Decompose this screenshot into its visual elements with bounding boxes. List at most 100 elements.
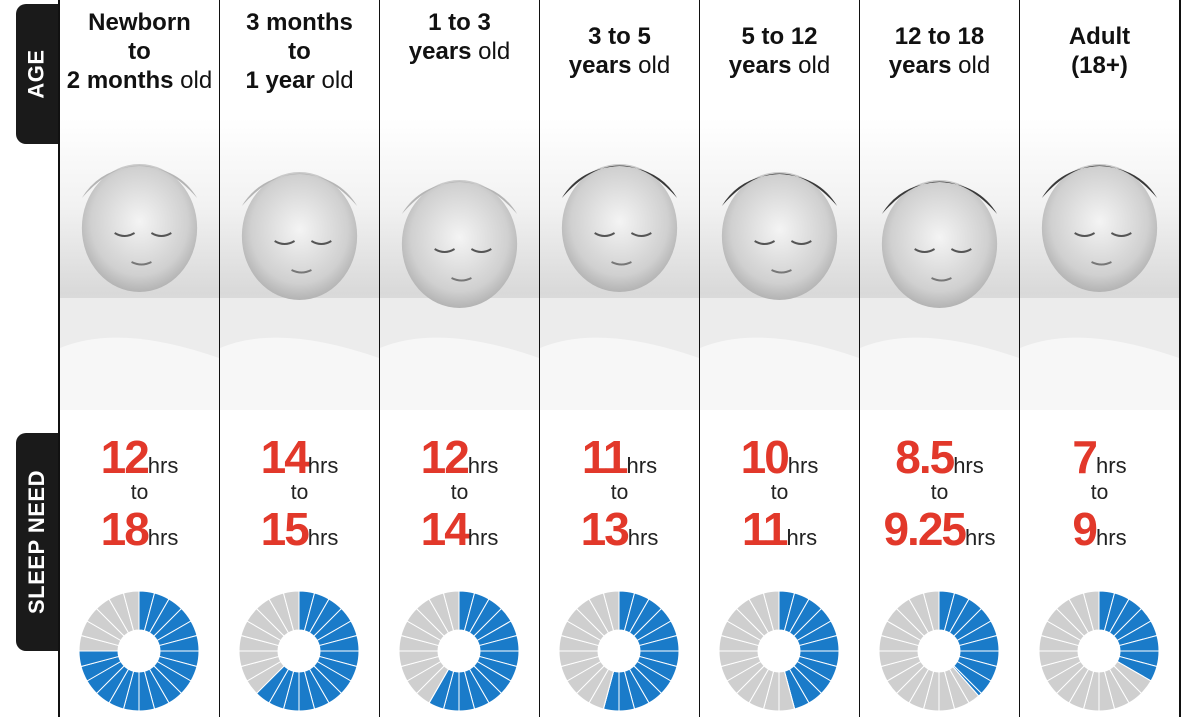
age-label-bold: years [728,52,792,79]
sleep-min-hours: 8.5 [895,431,955,483]
hours-unit: hrs [787,453,819,478]
sleep-need-tab: SLEEP NEED [16,433,58,651]
age-column: Newborn to 2 months old 12hrs to 18hrs [60,0,221,717]
range-to-label: to [770,481,789,504]
age-label-bold: years [408,38,472,65]
sleep-fraction-donut [1038,590,1160,712]
sleep-fraction-donut [398,590,520,712]
donut-segment-awake [282,590,300,632]
age-label-bold: 2 months [66,67,174,94]
sleep-min-hours: 14 [260,431,310,483]
age-label: Newborn to 2 months old [60,8,219,95]
age-label-bold: 3 months [246,9,353,36]
hours-unit: hrs [467,453,499,478]
sleep-min-hours: 10 [740,431,790,483]
sleeping-person-photo [380,118,539,410]
age-label-light: old [951,52,991,79]
age-tab: AGE [16,4,58,144]
donut-segment-awake [602,590,620,632]
sleep-max-hours: 15 [260,503,310,555]
sleeping-person-photo [1020,118,1179,410]
sleep-need-value: 10hrs to 11hrs [700,432,859,554]
age-label-light: old [173,67,213,94]
donut-segment-awake [442,590,460,632]
sleep-need-value: 7hrs to 9hrs [1020,432,1179,554]
sleep-fraction-donut [718,590,840,712]
sleeping-person-photo [540,118,699,410]
donut-segment-awake [1082,590,1100,632]
range-to-label: to [610,481,629,504]
hours-unit: hrs [786,525,818,550]
sleeping-person-photo [60,118,219,410]
range-to-label: to [1090,481,1109,504]
sleep-min-hours: 7 [1072,431,1098,483]
age-column: Adult (18+) 7hrs to 9hrs [1020,0,1181,717]
range-to-label: to [130,481,149,504]
range-to-label: to [930,481,949,504]
sleep-min-hours: 12 [100,431,150,483]
age-label-bold: Newborn [88,9,191,36]
age-label: 1 to 3 years old [380,8,539,66]
age-label: 12 to 18 years old [860,22,1019,80]
range-to-label: to [450,481,469,504]
sleep-max-hours: 13 [580,503,630,555]
sleep-need-tab-label: SLEEP NEED [24,470,50,614]
age-label-bold: 3 to 5 [588,23,651,50]
age-label-bold: Adult [1068,23,1131,50]
age-label-bold: to [128,38,151,65]
sleep-max-hours: 9.25 [883,503,967,555]
hours-unit: hrs [1096,453,1127,478]
age-label-light: old [631,52,671,79]
sleep-max-hours: 9 [1072,503,1098,555]
age-columns: Newborn to 2 months old 12hrs to 18hrs 3 month… [58,0,1200,717]
hours-unit: hrs [1096,525,1127,550]
donut-segment-awake [922,590,940,632]
sleep-max-hours: 14 [420,503,470,555]
age-column: 3 months to 1 year old 14hrs to 15hrs [220,0,381,717]
range-to-label: to [290,481,309,504]
age-label: 3 months to 1 year old [220,8,379,95]
age-label-bold: 12 to 18 [894,23,985,50]
sleep-need-value: 12hrs to 18hrs [60,432,219,554]
hours-unit: hrs [307,525,339,550]
age-label-light: old [791,52,831,79]
age-label-light: old [314,67,354,94]
sleep-fraction-donut [238,590,360,712]
hours-unit: hrs [467,525,499,550]
hours-unit: hrs [964,525,996,550]
sleep-min-hours: 12 [420,431,470,483]
age-column: 1 to 3 years old 12hrs to 14hrs [380,0,541,717]
sleep-max-hours: 11 [741,503,789,555]
age-label-light: old [471,38,511,65]
donut-segment-awake [762,590,780,632]
sleep-min-hours: 11 [581,431,629,483]
donut-segment-awake [122,590,140,632]
age-column: 12 to 18 years old 8.5hrs to 9.25hrs [860,0,1021,717]
age-label-bold: 1 to 3 [428,9,491,36]
sleep-fraction-donut [878,590,1000,712]
hours-unit: hrs [626,453,658,478]
age-column: 3 to 5 years old 11hrs to 13hrs [540,0,701,717]
age-label-bold: (18+) [1071,52,1128,79]
age-tab-label: AGE [24,49,49,99]
hours-unit: hrs [953,453,984,478]
sleep-fraction-donut [558,590,680,712]
hours-unit: hrs [147,453,179,478]
sleep-max-hours: 18 [100,503,150,555]
age-label: 5 to 12 years old [700,22,859,80]
sleeping-person-photo [700,118,859,410]
age-label-bold: 5 to 12 [741,23,818,50]
hours-unit: hrs [307,453,339,478]
age-label-bold: to [288,38,311,65]
age-label-bold: years [568,52,632,79]
sleep-fraction-donut [78,590,200,712]
age-label-bold: 1 year [245,67,315,94]
age-label: Adult (18+) [1020,22,1179,80]
sleeping-person-photo [860,118,1019,410]
sleep-need-value: 8.5hrs to 9.25hrs [860,432,1019,554]
sleeping-person-photo [220,118,379,410]
age-label: 3 to 5 years old [540,22,699,80]
age-column: 5 to 12 years old 10hrs to 11hrs [700,0,861,717]
sleep-need-value: 11hrs to 13hrs [540,432,699,554]
hours-unit: hrs [147,525,179,550]
